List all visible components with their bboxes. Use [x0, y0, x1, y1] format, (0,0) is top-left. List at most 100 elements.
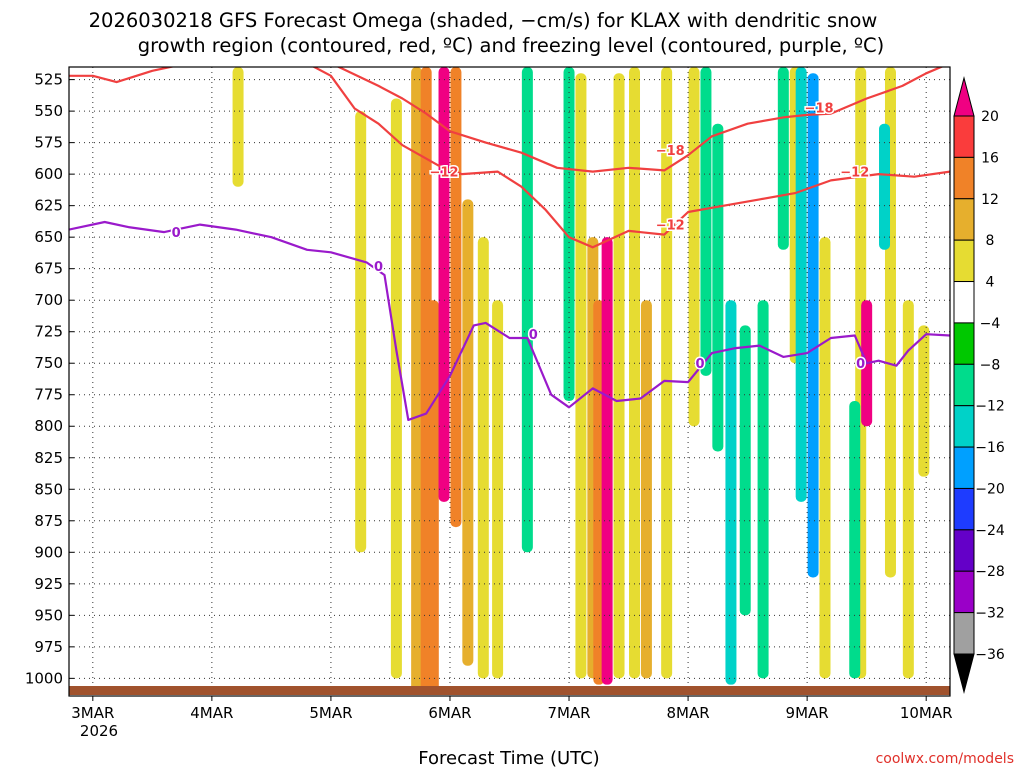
x-tick-label-8MAR: 8MAR [666, 704, 709, 722]
omega-cell-18 [661, 67, 673, 679]
contour-freezing-level [69, 220, 950, 421]
colorbar-segment-7 [953, 405, 975, 448]
colorbar-segment-3 [953, 239, 975, 283]
plot-frame [68, 66, 951, 697]
y-tick-label-875: 875 [34, 512, 63, 530]
contour-label-4: −18 [805, 101, 834, 116]
x-tick-label-3MAR: 3MAR [71, 704, 114, 722]
colorbar-segment-4 [953, 281, 975, 324]
omega-cell-7 [450, 67, 462, 528]
x-tick-label-6MAR: 6MAR [428, 704, 471, 722]
omega-cell-34 [777, 67, 789, 250]
omega-cell-14 [601, 237, 613, 685]
colorbar-segment-2 [953, 198, 975, 241]
omega-cell-33 [757, 300, 769, 679]
omega-cell-10 [492, 300, 504, 679]
omega-cell-26 [918, 325, 930, 477]
contour-label-3: −18 [656, 144, 685, 159]
x-tick-label-9MAR: 9MAR [786, 704, 829, 722]
colorbar-label-13: −36 [975, 647, 1005, 663]
colorbar-label-0: 20 [981, 109, 999, 125]
y-tick-label-550: 550 [34, 102, 63, 120]
contour-label-10: 0 [856, 357, 865, 372]
y-tick-label-925: 925 [34, 575, 63, 593]
contour-label-9: 0 [695, 357, 704, 372]
x-tick-label-10MAR: 10MAR [900, 704, 953, 722]
omega-cell-9 [477, 237, 489, 679]
omega-cell-15 [613, 73, 625, 679]
colorbar-segment-9 [953, 487, 975, 531]
omega-cell-32 [739, 325, 751, 616]
contour-label-0: −12 [215, 55, 244, 70]
x-tick-label-5MAR: 5MAR [309, 704, 352, 722]
y-tick-label-725: 725 [34, 323, 63, 341]
grid-lines [69, 67, 950, 696]
y-tick-label-650: 650 [34, 228, 63, 246]
chart-title-line-2: growth region (contoured, red, ºC) and f… [138, 34, 885, 57]
x-axis: 3MAR 4MAR 5MAR 6MAR 7MAR 8MAR 9MAR 10MAR [71, 696, 953, 722]
omega-cell-0 [232, 67, 244, 187]
colorbar-segment-8 [953, 446, 975, 489]
y-tick-label-1000: 1000 [25, 669, 63, 687]
omega-cell-16 [629, 67, 641, 679]
y-tick-label-800: 800 [34, 417, 63, 435]
colorbar-top-arrow [953, 76, 975, 117]
omega-cell-35 [795, 67, 807, 502]
x-year-label: 2026 [80, 722, 118, 740]
y-tick-label-625: 625 [34, 197, 63, 215]
omega-cell-19 [688, 67, 700, 427]
contour-label-6: 0 [172, 226, 181, 241]
y-tick-label-750: 750 [34, 354, 63, 372]
terrain-strip [69, 686, 950, 695]
omega-cell-29 [700, 67, 712, 376]
colorbar-segment-12 [953, 612, 975, 655]
omega-cell-1 [355, 111, 367, 553]
colorbar-label-9: −20 [975, 481, 1005, 497]
colorbar-segment-11 [953, 570, 975, 614]
y-tick-label-950: 950 [34, 606, 63, 624]
y-tick-label-975: 975 [34, 638, 63, 656]
omega-cell-3 [411, 67, 423, 694]
omega-cell-17 [640, 300, 652, 679]
contour-dgz-minus12 [69, 67, 950, 249]
y-tick-label-700: 700 [34, 291, 63, 309]
colorbar-segment-1 [953, 156, 975, 200]
credit-text: coolwx.com/models [876, 751, 1014, 767]
omega-cell-2 [390, 98, 402, 679]
colorbar-segment-6 [953, 363, 975, 407]
y-tick-label-900: 900 [34, 543, 63, 561]
x-axis-label: Forecast Time (UTC) [418, 748, 599, 768]
omega-cell-11 [575, 73, 587, 679]
colorbar-label-2: 12 [981, 192, 999, 208]
colorbar-label-7: −12 [975, 399, 1005, 415]
omega-cell-6 [438, 67, 450, 502]
y-tick-label-850: 850 [34, 480, 63, 498]
y-tick-label-525: 525 [34, 71, 63, 89]
omega-cell-28 [563, 67, 575, 402]
omega-cell-31 [725, 300, 737, 685]
contour-label-8: 0 [529, 328, 538, 343]
omega-cell-27 [521, 67, 533, 553]
colorbar-label-8: −16 [975, 440, 1005, 456]
contour-label-1: −12 [430, 166, 459, 181]
colorbar-label-4: 4 [986, 275, 995, 291]
colorbar-bottom-arrow [953, 653, 975, 694]
omega-cell-36 [807, 73, 819, 578]
y-tick-label-600: 600 [34, 165, 63, 183]
omega-cell-30 [712, 123, 724, 452]
omega-cell-8 [462, 199, 474, 666]
omega-shading [232, 67, 930, 694]
colorbar-label-3: 8 [986, 233, 995, 249]
x-tick-label-7MAR: 7MAR [547, 704, 590, 722]
colorbar-label-5: −4 [980, 316, 1001, 332]
omega-cell-38 [879, 123, 891, 250]
colorbar-label-10: −24 [975, 523, 1005, 539]
contour-label-5: −12 [840, 166, 869, 181]
y-tick-label-675: 675 [34, 260, 63, 278]
contour-dgz-minus18 [336, 67, 944, 173]
contour-label-7: 0 [374, 260, 383, 275]
omega-cell-5 [427, 300, 439, 694]
colorbar: 20 16 12 8 4 −4 −8 −12 −16 −20 −24 −28 −32 −36 [953, 76, 1005, 694]
y-tick-label-775: 775 [34, 386, 63, 404]
